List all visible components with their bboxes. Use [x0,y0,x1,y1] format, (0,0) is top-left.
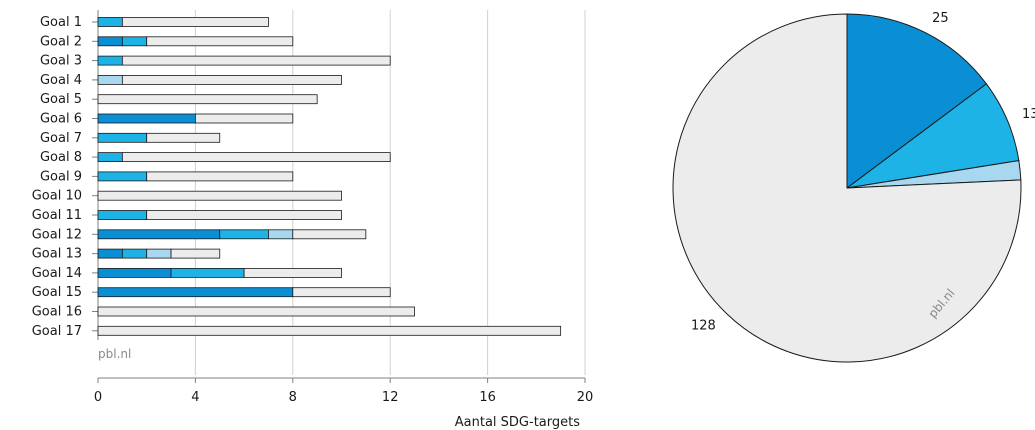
category-label: Goal 6 [40,112,82,127]
bar-segment [219,229,269,240]
bar-segment [97,229,221,240]
bar-segment [292,287,391,298]
pie-slice-label: 128 [691,318,716,333]
category-label: Goal 14 [32,266,82,281]
bar-segment [97,267,172,278]
category-label: Goal 12 [32,227,82,242]
bar-segment [194,113,294,124]
bar-segment [97,36,123,47]
bar-segment [97,55,123,66]
bar-segment [146,210,342,220]
bar-segment [243,267,342,278]
bar-segment [97,210,148,220]
bar-segment [97,152,123,163]
x-tick-label: 8 [289,390,297,405]
bar-segment [170,267,245,278]
bar-segment [97,132,148,143]
bar-segment [97,190,342,201]
bar-segment [121,248,148,259]
bar-segment [97,75,123,85]
bar-segment [97,113,196,124]
category-label: Goal 11 [32,208,82,223]
bar-segment [97,94,318,105]
bar-segment [121,55,391,66]
bar-segment [121,75,342,85]
category-label: Goal 3 [40,54,82,69]
category-label: Goal 15 [32,285,82,300]
bar-segment [97,306,415,317]
bar-segment [97,325,562,336]
bar-segment [121,36,148,47]
x-tick-label: 16 [479,390,496,405]
bar-segment [146,171,294,182]
pie-slice-label: 25 [932,11,949,26]
bar-segment [121,17,269,27]
pie-slice [672,13,1022,363]
bar-segment [97,248,123,259]
bar-segment [97,171,148,182]
x-tick-label: 12 [382,390,399,405]
category-label: Goal 5 [40,92,82,107]
watermark: pbl.nl [98,347,131,361]
category-label: Goal 4 [40,73,82,88]
bar-segment [146,248,172,259]
pie-chart: 25133128 pbl.nl [672,11,1035,363]
bar-segment [170,248,221,259]
bar-segment [146,36,294,47]
x-tick-label: 4 [191,390,199,405]
category-label: Goal 9 [40,169,82,184]
bar-segment [146,132,221,143]
bar-segment [121,152,391,163]
pie-slice-label: 13 [1022,107,1035,122]
pie-slice [846,13,988,189]
category-label: Goal 10 [32,189,82,204]
category-label: Goal 17 [32,324,82,339]
category-label: Goal 8 [40,150,82,165]
x-tick-label: 20 [577,390,594,405]
stacked-bar-chart: Goal 1 Goal 2 Goal 3 Goal 4 Goal 5 Goal 6 Goal… [32,10,594,430]
x-tick-label: 0 [94,390,102,405]
category-label: Goal 16 [32,305,82,320]
category-label: Goal 7 [40,131,82,146]
category-label: Goal 13 [32,247,82,262]
x-axis-title: Aantal SDG-targets [455,415,580,430]
category-label: Goal 1 [40,15,82,30]
bar-segment [97,287,294,298]
bar-segment [292,229,367,240]
bar-segment [97,17,123,27]
bar-segment [268,229,294,240]
category-label: Goal 2 [40,34,82,49]
